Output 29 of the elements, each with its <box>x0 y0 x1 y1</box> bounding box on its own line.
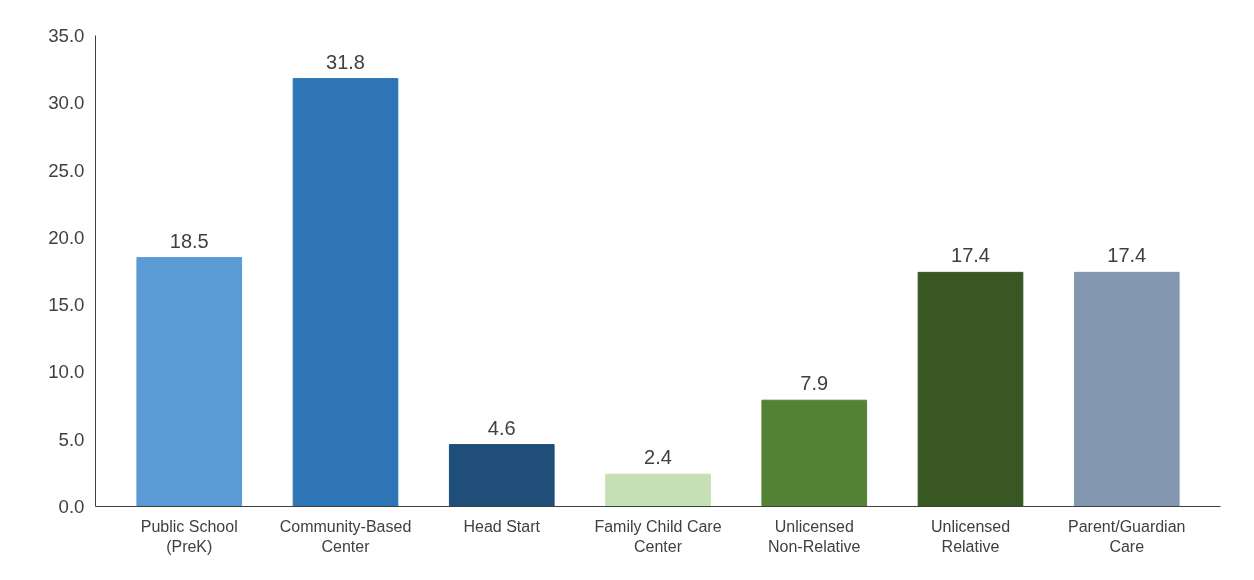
data-label: 17.4 <box>1107 244 1147 267</box>
data-label: 31.8 <box>326 50 365 73</box>
data-label: 2.4 <box>644 446 672 469</box>
data-label: 17.4 <box>951 244 990 267</box>
x-tick-label: Head Start <box>463 517 541 535</box>
y-tick-label: 30.0 <box>48 92 85 114</box>
x-tick-label: Unlicensed Non-Relative <box>768 517 861 555</box>
data-label: 7.9 <box>800 372 829 395</box>
bar <box>292 78 399 507</box>
bar <box>605 473 711 507</box>
bar <box>136 257 243 507</box>
x-tick-label: Unlicensed Relative <box>930 517 1011 555</box>
bar <box>917 271 1024 507</box>
bar <box>761 399 868 507</box>
y-tick-label: 20.0 <box>48 226 85 248</box>
data-label: 4.6 <box>487 416 516 439</box>
bar <box>448 444 555 507</box>
y-tick-label: 5.0 <box>58 428 85 450</box>
x-tick-label: Parent/Guardian Care <box>1068 517 1186 555</box>
y-tick-label: 10.0 <box>48 361 85 383</box>
y-tick-label: 15.0 <box>48 294 85 316</box>
x-tick-label: Family Child Care Center <box>594 517 722 555</box>
x-tick-label: Public School (PreK) <box>140 517 238 555</box>
y-tick-label: 0.0 <box>58 496 85 517</box>
y-tick-label: 25.0 <box>48 159 85 181</box>
y-tick-label: 35.0 <box>48 25 85 46</box>
bar <box>1073 271 1180 507</box>
x-tick-label: Community-Based Center <box>279 517 412 555</box>
data-label: 18.5 <box>169 229 209 252</box>
